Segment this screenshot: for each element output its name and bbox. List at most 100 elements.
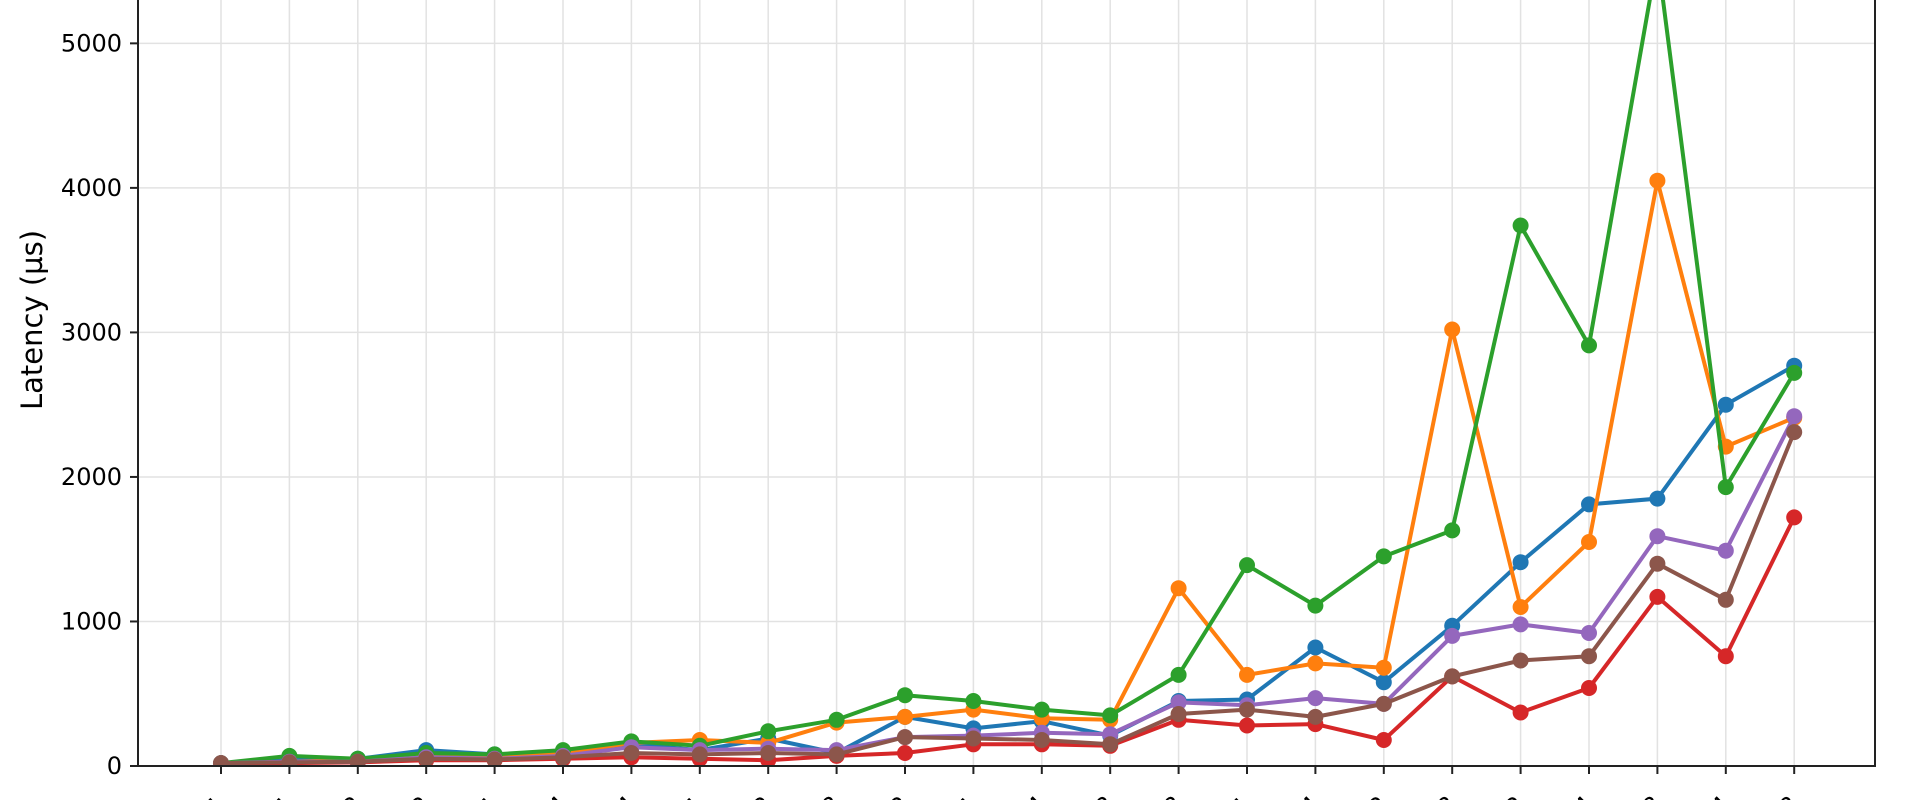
data-point (555, 749, 571, 766)
data-point (1239, 666, 1255, 683)
data-point (213, 755, 229, 766)
data-point (1786, 364, 1803, 381)
x-tick-label: 2 (885, 790, 916, 800)
data-point (1170, 580, 1187, 597)
x-tick-label: 1 (474, 790, 505, 800)
data-point (1375, 659, 1392, 676)
data-point (1649, 490, 1666, 507)
data-point (1786, 424, 1803, 441)
data-point (897, 729, 913, 746)
x-tick-label: 1 (1227, 790, 1258, 800)
data-point (760, 723, 777, 740)
data-point (1512, 652, 1529, 669)
x-tick-label: 2 (1363, 790, 1394, 800)
y-axis-label: Latency (µs) (15, 230, 49, 410)
data-point (1444, 627, 1461, 644)
series-line (220, 516, 1796, 766)
x-tick-label: 1 (679, 790, 710, 800)
y-tick-label: 4000 (61, 174, 122, 202)
data-point (1307, 655, 1324, 672)
data-point (1307, 597, 1324, 614)
data-point (1649, 555, 1666, 572)
data-point (1581, 496, 1597, 513)
x-tick-label: 4 (1295, 790, 1326, 800)
data-point (691, 746, 708, 763)
data-point (281, 754, 298, 766)
data-point (1307, 690, 1324, 707)
data-point (1786, 408, 1803, 425)
axes: 1 1 2 2 1 4 4 1 2 8 2 1 4 8 8 1 4 2 8 2 4 8 4 8 0 1000 2000 3000 400… (61, 0, 1876, 800)
data-point (828, 746, 845, 763)
data-point (897, 708, 913, 725)
series-6 (213, 424, 1803, 766)
data-point (1512, 217, 1529, 234)
x-tick-label: 1 (953, 790, 984, 800)
data-point (1444, 668, 1461, 685)
data-point (1239, 701, 1255, 718)
data-point (1033, 732, 1050, 748)
x-tick-label: 2 (406, 790, 437, 800)
data-point (1239, 717, 1255, 734)
x-tick-label: 1 (201, 790, 232, 800)
data-point (486, 751, 503, 766)
data-point (1375, 695, 1392, 712)
data-point (897, 687, 913, 704)
data-point (349, 753, 366, 766)
data-point (1581, 534, 1597, 550)
data-point (828, 711, 845, 728)
x-tick-label: 8 (1432, 790, 1463, 800)
series-line (220, 415, 1796, 766)
data-point (1717, 542, 1734, 559)
data-point (760, 745, 777, 761)
data-point (1170, 694, 1187, 711)
axis-spines (137, 0, 1876, 767)
data-point (1581, 625, 1597, 641)
x-tick-label: 8 (1774, 790, 1805, 800)
data-point (1786, 509, 1803, 526)
data-point (1512, 599, 1529, 615)
data-point (1649, 588, 1666, 605)
x-tick-label: 4 (1569, 790, 1600, 800)
data-point (965, 730, 982, 747)
data-point (1239, 557, 1255, 574)
y-tick-label: 0 (107, 752, 122, 780)
series-line (220, 0, 1796, 766)
x-tick-label: 1 (269, 790, 300, 800)
data-point (1581, 680, 1597, 696)
data-point (1649, 172, 1666, 189)
data-point (1649, 528, 1666, 545)
series-line (220, 178, 1795, 766)
x-tick-label: 8 (816, 790, 847, 800)
data-point (1444, 522, 1461, 539)
data-point (1717, 479, 1734, 496)
data-point (1512, 616, 1529, 633)
series-layer (213, 0, 1803, 766)
x-tick-label: 4 (1705, 790, 1736, 800)
series-5 (213, 408, 1803, 766)
series-2 (213, 172, 1803, 766)
x-tick-label: 4 (611, 790, 642, 800)
data-point (1033, 701, 1050, 718)
data-point (1581, 337, 1597, 354)
data-point (1512, 704, 1529, 721)
y-tick-label: 3000 (61, 318, 122, 346)
data-point (1102, 707, 1119, 724)
data-point (1102, 736, 1119, 753)
x-tick-label: 4 (1021, 790, 1052, 800)
data-point (1170, 706, 1187, 722)
data-point (1375, 732, 1392, 748)
series-line (220, 431, 1797, 766)
data-point (1170, 666, 1187, 683)
data-point (1375, 674, 1392, 691)
x-tick-label: 4 (543, 790, 574, 800)
data-point (1717, 396, 1734, 413)
x-tick-label: 8 (1158, 790, 1189, 800)
x-tick-label: 8 (1637, 790, 1668, 800)
data-point (1717, 591, 1734, 608)
x-tick-label: 2 (337, 790, 368, 800)
data-point (897, 745, 913, 761)
y-tick-label: 5000 (61, 29, 122, 57)
series-3 (213, 0, 1803, 766)
data-point (1307, 639, 1324, 656)
